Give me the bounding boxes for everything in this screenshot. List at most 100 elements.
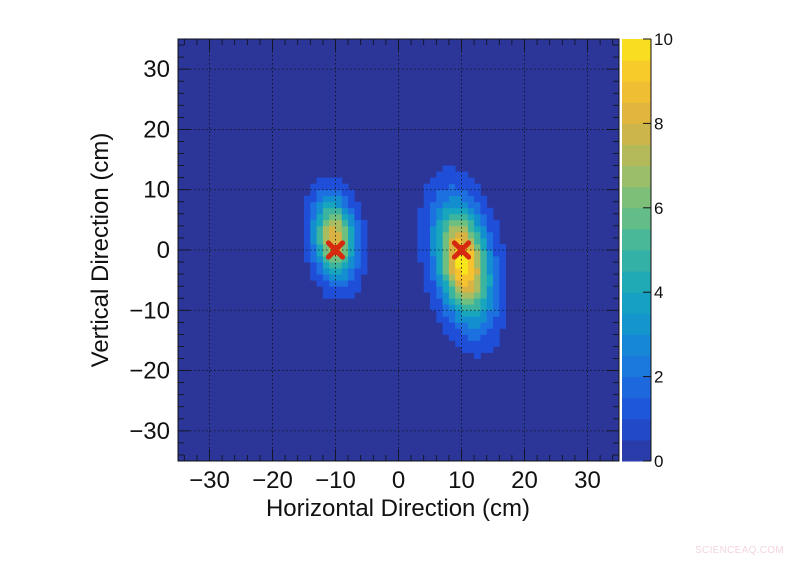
y-tick-label: 20 bbox=[143, 116, 170, 143]
heatmap-cell bbox=[348, 262, 355, 269]
heatmap-cell bbox=[348, 256, 355, 263]
heatmap-cell bbox=[448, 250, 456, 257]
heatmap-cell bbox=[436, 207, 443, 215]
heatmap-cell bbox=[486, 225, 494, 233]
colorbar-tick-label: 0 bbox=[654, 452, 663, 471]
heatmap-cell bbox=[499, 268, 506, 275]
heatmap-cell bbox=[486, 237, 494, 245]
heatmap-cell bbox=[455, 286, 462, 293]
heatmap-cell bbox=[442, 219, 450, 227]
heatmap-cell bbox=[417, 231, 425, 239]
heatmap-cell bbox=[423, 256, 431, 263]
heatmap-cell bbox=[474, 298, 481, 305]
heatmap-cell bbox=[348, 213, 355, 221]
heatmap-cell bbox=[474, 207, 481, 215]
heatmap-cell bbox=[310, 231, 317, 239]
heatmap-cell bbox=[480, 268, 488, 275]
heatmap-cell bbox=[448, 256, 456, 263]
heatmap-cell bbox=[329, 280, 336, 287]
heatmap-cell bbox=[448, 268, 456, 275]
heatmap-cell bbox=[493, 225, 500, 233]
heatmap-cell bbox=[474, 201, 481, 209]
x-axis-title: Horizontal Direction (cm) bbox=[266, 495, 530, 522]
heatmap-cell bbox=[461, 292, 469, 299]
heatmap-cell bbox=[348, 189, 355, 197]
heatmap-cell bbox=[310, 274, 317, 281]
heatmap-cell bbox=[322, 262, 330, 269]
y-tick-label: −20 bbox=[129, 358, 170, 385]
heatmap-cell bbox=[322, 177, 330, 185]
colorbar-segment bbox=[622, 186, 651, 209]
heatmap-cell bbox=[493, 304, 500, 311]
heatmap-cell bbox=[474, 274, 481, 281]
heatmap-cell bbox=[448, 171, 456, 179]
heatmap-cell bbox=[310, 268, 317, 275]
heatmap-cell bbox=[486, 219, 494, 227]
heatmap-cell bbox=[335, 195, 343, 203]
heatmap-cell bbox=[461, 183, 469, 191]
heatmap-cell bbox=[442, 195, 450, 203]
heatmap-cell bbox=[430, 243, 437, 251]
heatmap-cell bbox=[341, 268, 349, 275]
heatmap-cell bbox=[423, 268, 431, 275]
heatmap-cell bbox=[430, 280, 437, 287]
heatmap-cell bbox=[316, 231, 324, 239]
y-tick-label: 0 bbox=[157, 237, 170, 264]
heatmap-cell bbox=[442, 207, 450, 215]
heatmap-cell bbox=[310, 250, 317, 257]
heatmap-cell bbox=[474, 256, 481, 263]
heatmap-cell bbox=[442, 328, 450, 335]
heatmap-cell bbox=[467, 346, 475, 353]
heatmap-cell bbox=[354, 262, 362, 269]
heatmap-cell bbox=[436, 231, 443, 239]
heatmap-cell bbox=[448, 310, 456, 317]
heatmap-cell bbox=[480, 340, 488, 347]
heatmap-cell bbox=[448, 213, 456, 221]
heatmap-cell bbox=[341, 183, 349, 191]
heatmap-cell bbox=[474, 334, 481, 341]
heatmap-cell bbox=[455, 328, 462, 335]
heatmap-cell bbox=[417, 237, 425, 245]
heatmap-cell bbox=[423, 225, 431, 233]
colorbar-tick-label: 2 bbox=[654, 368, 663, 387]
heatmap-cell bbox=[322, 286, 330, 293]
colorbar-segment bbox=[622, 376, 651, 399]
colorbar-tick-label: 10 bbox=[654, 30, 673, 49]
heatmap-cell bbox=[442, 322, 450, 329]
heatmap-cell bbox=[493, 334, 500, 341]
heatmap-cell bbox=[316, 268, 324, 275]
heatmap-cell bbox=[461, 195, 469, 203]
heatmap-cell bbox=[480, 250, 488, 257]
heatmap-cell bbox=[499, 274, 506, 281]
heatmap-cell bbox=[423, 213, 431, 221]
heatmap-cell bbox=[316, 195, 324, 203]
colorbar-segment bbox=[622, 207, 651, 230]
heatmap-cell bbox=[329, 189, 336, 197]
heatmap-cell bbox=[442, 183, 450, 191]
heatmap-cell bbox=[316, 274, 324, 281]
heatmap-cell bbox=[442, 231, 450, 239]
heatmap-cell bbox=[322, 268, 330, 275]
heatmap-cell bbox=[480, 316, 488, 323]
heatmap-cell bbox=[474, 304, 481, 311]
heatmap-cell bbox=[486, 231, 494, 239]
heatmap-cell bbox=[436, 243, 443, 251]
heatmap-cell bbox=[448, 201, 456, 209]
heatmap-cell bbox=[436, 262, 443, 269]
heatmap-cell bbox=[467, 201, 475, 209]
heatmap-cell bbox=[304, 243, 311, 251]
heatmap-cell bbox=[348, 207, 355, 215]
heatmap-cell bbox=[461, 298, 469, 305]
heatmap-cell bbox=[329, 219, 336, 227]
heatmap-cell bbox=[436, 286, 443, 293]
heatmap-cell bbox=[480, 237, 488, 245]
colorbar-segment bbox=[622, 144, 651, 167]
heatmap-cell bbox=[448, 165, 456, 173]
heatmap-cell bbox=[448, 219, 456, 227]
heatmap-cell bbox=[493, 274, 500, 281]
heatmap-cell bbox=[436, 298, 443, 305]
heatmap-cell bbox=[430, 189, 437, 197]
heatmap-cell bbox=[341, 201, 349, 209]
colorbar-segment bbox=[622, 165, 651, 188]
